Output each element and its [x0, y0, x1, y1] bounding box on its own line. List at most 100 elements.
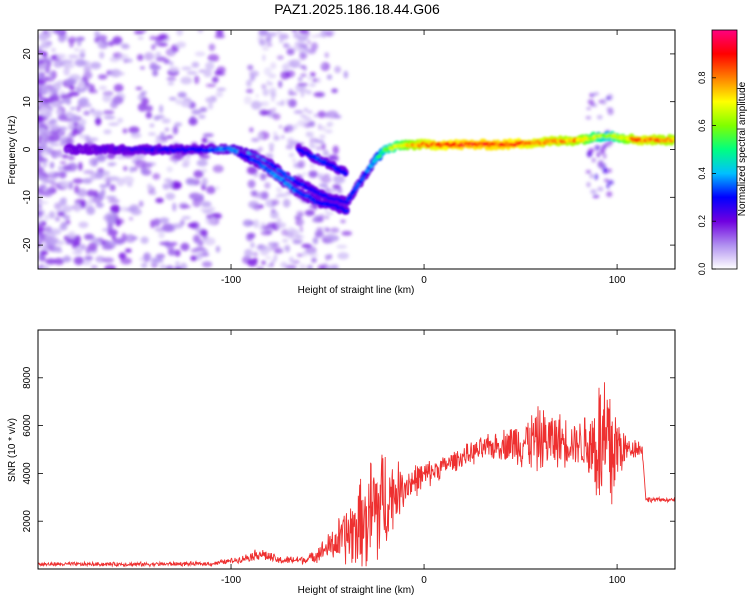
spectrogram-noise-blob [136, 87, 143, 90]
spectrogram-noise-blob [600, 148, 604, 155]
spectrogram-noise-blob [156, 254, 166, 259]
spectrogram-noise-blob [334, 155, 339, 161]
spectrogram-noise-blob [83, 111, 90, 116]
spectrogram-noise-blob [326, 188, 332, 191]
spectrogram-noise-blob [605, 142, 609, 146]
spectrogram-noise-blob [336, 245, 347, 249]
spectrogram-noise-blob [262, 54, 265, 61]
spectrogram-noise-blob [34, 166, 44, 173]
spectrogram-noise-blob [117, 118, 123, 123]
spectrogram-noise-blob [319, 140, 322, 144]
spectrogram-x-tick-label: -100 [221, 275, 241, 286]
spectrogram-noise-blob [288, 99, 297, 108]
spectrogram-noise-blob [155, 36, 164, 42]
spectrogram-noise-blob [143, 252, 151, 261]
spectrogram-noise-blob [155, 52, 161, 58]
spectrogram-noise-blob [63, 67, 70, 76]
spectrogram-noise-blob [248, 233, 256, 239]
spectrogram-noise-blob [167, 166, 173, 172]
spectrogram-noise-blob [272, 199, 280, 205]
spectrogram-noise-blob [289, 153, 295, 157]
spectrogram-noise-blob [148, 132, 156, 135]
spectrogram-noise-blob [202, 177, 208, 186]
spectrogram-noise-blob [589, 173, 593, 178]
spectrogram-noise-blob [99, 86, 107, 91]
spectrogram-noise-blob [114, 84, 124, 92]
spectrogram-noise-blob [300, 73, 307, 77]
spectrogram-noise-blob [294, 110, 304, 114]
spectrogram-noise-blob [98, 74, 108, 79]
spectrogram-noise-blob [265, 154, 274, 158]
spectrogram-noise-blob [188, 223, 198, 228]
spectrogram-noise-blob [48, 172, 55, 175]
spectrogram-noise-blob [270, 243, 273, 247]
spectrogram-noise-blob [35, 127, 46, 131]
spectrogram-noise-blob [96, 202, 104, 208]
spectrogram-noise-blob [169, 61, 173, 66]
spectrogram-noise-blob [256, 94, 259, 97]
spectrogram-noise-blob [95, 117, 101, 126]
spectrogram-noise-blob [302, 250, 307, 256]
spectrogram-noise-blob [165, 265, 173, 271]
spectrogram-noise-blob [258, 147, 263, 152]
spectrogram-noise-blob [293, 59, 301, 64]
spectrogram-noise-blob [593, 92, 599, 96]
spectrogram-noise-blob [606, 96, 611, 100]
spectrogram-noise-blob [300, 226, 303, 233]
spectrogram-noise-blob [253, 258, 258, 262]
spectrogram-noise-blob [76, 37, 85, 42]
spectrogram-noise-blob [288, 89, 294, 96]
spectrogram-noise-blob [202, 137, 208, 143]
spectrogram-noise-blob [149, 123, 154, 127]
spectrogram-noise-blob [147, 184, 152, 190]
spectrogram-noise-blob [590, 189, 597, 194]
spectrogram-noise-blob [281, 99, 284, 106]
spectrogram-noise-blob [606, 191, 612, 197]
spectrogram-noise-blob [301, 53, 308, 59]
spectrogram-noise-blob [329, 254, 332, 259]
spectrogram-noise-blob [312, 217, 318, 221]
spectrogram-noise-blob [603, 153, 606, 159]
spectrogram-noise-blob [279, 125, 282, 128]
spectrogram-noise-blob [214, 70, 222, 75]
spectrogram-noise-blob [276, 187, 282, 193]
spectrogram-y-tick-label: 0 [22, 146, 33, 152]
spectrogram-noise-blob [267, 264, 272, 268]
spectrogram-noise-blob [286, 45, 291, 48]
spectrogram-noise-blob [97, 44, 108, 49]
spectrogram-noise-blob [192, 198, 201, 207]
spectrogram-noise-blob [192, 62, 200, 68]
snr-y-tick-label: 6000 [22, 414, 33, 437]
spectrogram-noise-blob [160, 137, 167, 140]
spectrogram-noise-blob [62, 155, 69, 159]
spectrogram-noise-blob [89, 89, 98, 93]
spectrogram-noise-blob [271, 209, 276, 213]
spectrogram-noise-blob [47, 92, 53, 96]
spectrogram-noise-blob [327, 122, 334, 127]
spectrogram-noise-blob [206, 84, 216, 87]
spectrogram-noise-blob [310, 72, 316, 76]
spectrogram-noise-blob [215, 186, 219, 190]
spectrogram-noise-blob [331, 88, 338, 93]
spectrogram-noise-blob [175, 261, 180, 268]
spectrogram-noise-blob [180, 205, 191, 208]
spectrogram-noise-blob [35, 79, 46, 86]
spectrogram-noise-blob [63, 215, 71, 220]
spectrogram-noise-blob [140, 66, 145, 69]
spectrogram-noise-blob [92, 110, 103, 117]
spectrogram-noise-blob [97, 155, 107, 162]
spectrogram-noise-blob [138, 37, 144, 40]
spectrogram-noise-blob [292, 159, 296, 163]
snr-x-tick-label: 100 [609, 575, 626, 586]
spectrogram-x-tick-label: 0 [421, 275, 427, 286]
spectrogram-noise-blob [68, 231, 76, 239]
spectrogram-noise-blob [162, 118, 171, 123]
spectrogram-noise-blob [217, 88, 227, 91]
spectrogram-noise-blob [194, 75, 199, 84]
colorbar-tick-label: 0.6 [697, 119, 707, 132]
spectrogram-noise-blob [152, 173, 160, 180]
spectrogram-noise-blob [180, 263, 187, 272]
spectrogram-noise-blob [123, 166, 128, 171]
snr-y-tick-label: 8000 [22, 366, 33, 389]
spectrogram-noise-blob [43, 191, 53, 197]
